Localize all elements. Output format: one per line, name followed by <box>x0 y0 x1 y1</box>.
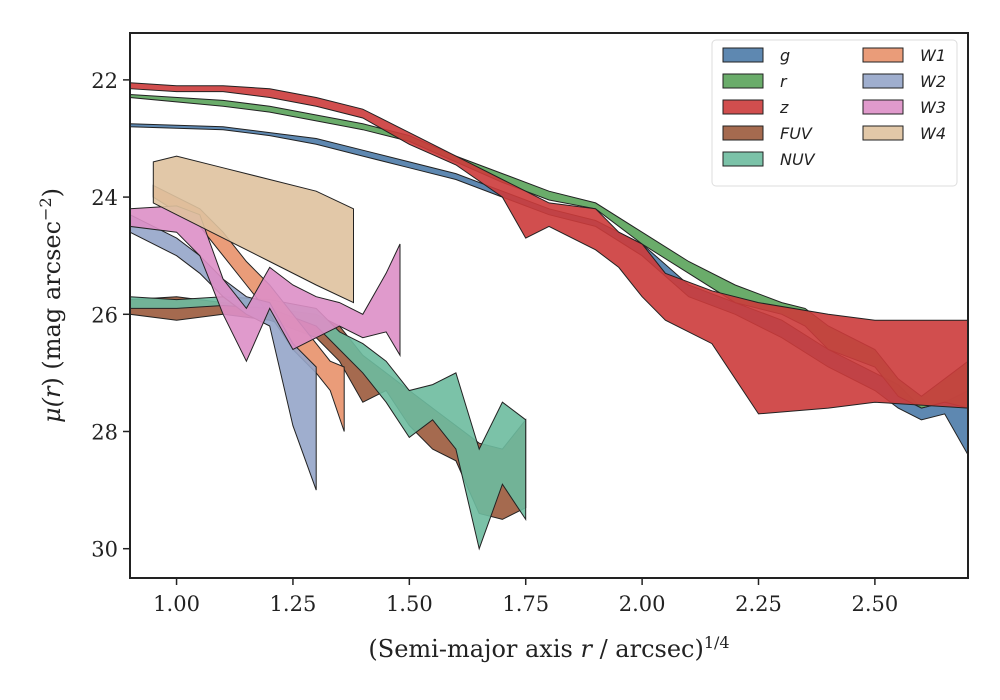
legend: grz FUV NUV W1 W2 W3 W4 <box>711 39 958 187</box>
band-w1 <box>152 184 345 432</box>
legend-label-nuv: NUV <box>780 150 816 169</box>
legend-label-w1: W1 <box>920 46 946 65</box>
legend-label-w4: W4 <box>920 124 946 143</box>
y-axis-ticks: 22 24 26 28 30 <box>91 69 130 562</box>
x-tick-label: 1.25 <box>270 592 317 616</box>
legend-label-z: z <box>779 98 789 117</box>
x-tick-label: 1.50 <box>386 592 433 616</box>
legend-swatch-r <box>722 73 764 89</box>
legend-swatch-w4 <box>862 125 904 141</box>
legend-label-g: g <box>780 46 790 65</box>
y-tick-label: 22 <box>91 69 118 93</box>
x-tick-label: 2.00 <box>619 592 666 616</box>
y-tick-label: 30 <box>91 538 118 562</box>
band-w3 <box>129 205 401 363</box>
legend-label-w2: W2 <box>920 72 946 91</box>
legend-swatch-w2 <box>862 73 904 89</box>
legend-swatch-fuv <box>722 125 764 141</box>
band-nuv <box>129 296 527 551</box>
legend-label-w3: W3 <box>920 98 946 117</box>
series-layer <box>129 82 969 551</box>
x-axis-label: (Semi-major axis r / arcsec)1/4 <box>368 633 729 664</box>
y-tick-label: 24 <box>91 186 118 210</box>
y-tick-label: 26 <box>91 303 118 327</box>
legend-label-fuv: FUV <box>780 124 813 143</box>
x-tick-label: 2.50 <box>852 592 899 616</box>
y-tick-label: 28 <box>91 420 118 444</box>
legend-swatch-z <box>722 99 764 115</box>
band-w4 <box>152 155 354 304</box>
x-tick-label: 2.25 <box>735 592 782 616</box>
legend-swatch-nuv <box>722 151 764 167</box>
x-tick-label: 1.75 <box>502 592 549 616</box>
legend-label-r: r <box>780 72 788 91</box>
x-axis-ticks: 1.00 1.25 1.50 1.75 2.00 2.25 2.50 <box>153 578 898 616</box>
legend-swatch-w3 <box>862 99 904 115</box>
legend-swatch-g <box>722 47 764 63</box>
y-axis-label: μ(r) (mag arcsec−2) <box>36 188 67 423</box>
legend-swatch-w1 <box>862 47 904 63</box>
x-tick-label: 1.00 <box>153 592 200 616</box>
plot-frame <box>129 32 969 579</box>
